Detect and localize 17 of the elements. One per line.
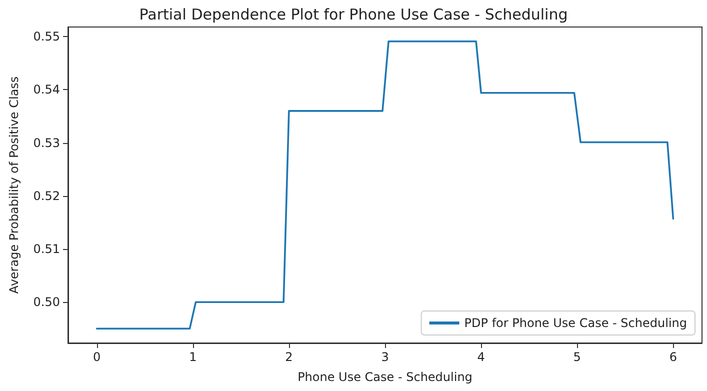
y-tick-label: 0.51: [33, 242, 60, 256]
y-tick-label: 0.53: [33, 136, 60, 150]
y-tick-label: 0.52: [33, 188, 60, 203]
y-tick-label: 0.54: [33, 82, 60, 97]
x-tick-label: 5: [573, 350, 581, 364]
x-tick-label: 3: [381, 350, 389, 364]
x-tick-label: 4: [477, 350, 485, 364]
x-tick-label: 2: [285, 350, 293, 364]
y-tick-label: 0.50: [33, 295, 60, 310]
x-tick-label: 1: [189, 350, 197, 364]
legend-label: PDP for Phone Use Case - Scheduling: [464, 316, 687, 330]
y-axis-title: Average Probability of Positive Class: [7, 76, 21, 294]
x-tick-label: 0: [93, 350, 101, 364]
x-axis-title: Phone Use Case - Scheduling: [298, 370, 472, 384]
x-tick-label: 6: [669, 350, 677, 364]
chart-title: Partial Dependence Plot for Phone Use Case - Scheduling: [139, 6, 568, 24]
y-tick-label: 0.55: [33, 30, 60, 44]
